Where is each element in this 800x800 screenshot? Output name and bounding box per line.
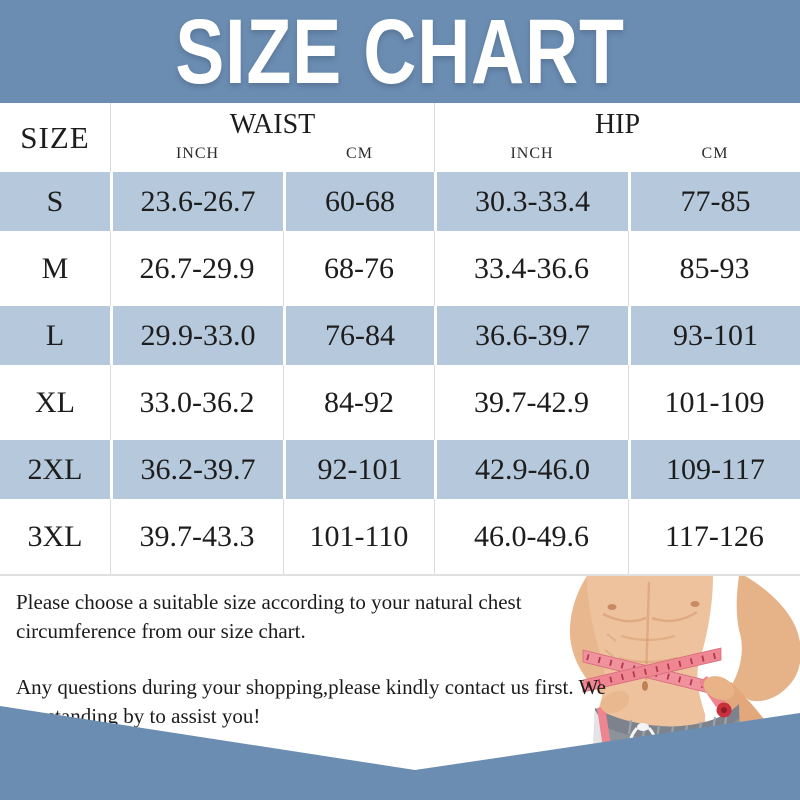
hip-inch-cell: 46.0-49.6 xyxy=(434,499,628,574)
notes: Please choose a suitable size according … xyxy=(16,588,636,731)
waist-inch-subheader: INCH xyxy=(175,145,220,162)
note-size-advice: Please choose a suitable size according … xyxy=(16,590,522,643)
table-row-m: M 26.7-29.9 68-76 33.4-36.6 85-93 xyxy=(0,231,800,306)
hip-inch-cell: 42.9-46.0 xyxy=(434,440,628,499)
waist-inch-cell: 36.2-39.7 xyxy=(110,440,283,499)
table-row-l: L 29.9-33.0 76-84 36.6-39.7 93-101 xyxy=(0,306,800,365)
size-cell: S xyxy=(0,172,110,231)
footer-section: Please choose a suitable size according … xyxy=(0,576,800,800)
table-row-s: S 23.6-26.7 60-68 30.3-33.4 77-85 xyxy=(0,172,800,231)
hip-cm-cell: 93-101 xyxy=(628,306,800,365)
waist-inch-cell: 26.7-29.9 xyxy=(110,231,283,306)
hip-cm-cell: 109-117 xyxy=(628,440,800,499)
size-cell: XL xyxy=(35,385,75,419)
col-group-hip: HIP INCH CM xyxy=(434,103,800,172)
hip-inch-cell: 39.7-42.9 xyxy=(434,365,628,440)
table-row-2xl: 2XL 36.2-39.7 92-101 42.9-46.0 109-117 xyxy=(0,440,800,499)
hip-inch-cell: 36.6-39.7 xyxy=(434,306,628,365)
waist-inch-cell: 33.0-36.2 xyxy=(110,365,283,440)
size-table: SIZE WAIST INCH CM HIP INCH CM S 23.6-26… xyxy=(0,103,800,576)
waist-cm-cell: 101-110 xyxy=(283,499,434,574)
table-row-xl: XL 33.0-36.2 84-92 39.7-42.9 101-109 xyxy=(0,365,800,440)
size-cell: M xyxy=(41,251,69,285)
waist-inch-cell: 39.7-43.3 xyxy=(110,499,283,574)
waist-group-label: WAIST xyxy=(229,109,316,140)
waist-inch-cell: 29.9-33.0 xyxy=(110,306,283,365)
hip-inch-cell: 33.4-36.6 xyxy=(434,231,628,306)
hip-cm-subheader: CM xyxy=(701,145,729,162)
waist-cm-cell: 84-92 xyxy=(283,365,434,440)
hip-cm-cell: 85-93 xyxy=(628,231,800,306)
size-cell: 3XL xyxy=(27,519,83,553)
hip-group-label: HIP xyxy=(594,109,641,140)
size-cell: 2XL xyxy=(0,440,110,499)
hip-cm-cell: 101-109 xyxy=(628,365,800,440)
hip-cm-cell: 117-126 xyxy=(628,499,800,574)
title-banner: SIZE CHART xyxy=(0,0,800,103)
hip-inch-subheader: INCH xyxy=(510,145,554,162)
waist-inch-cell: 23.6-26.7 xyxy=(110,172,283,231)
col-group-waist: WAIST INCH CM xyxy=(110,103,434,172)
table-row-3xl: 3XL 39.7-43.3 101-110 46.0-49.6 117-126 xyxy=(0,499,800,574)
note-contact-advice: Any questions during your shopping,pleas… xyxy=(16,675,606,728)
table-header-row: SIZE WAIST INCH CM HIP INCH CM xyxy=(0,103,800,172)
hip-inch-cell: 30.3-33.4 xyxy=(434,172,628,231)
waist-cm-cell: 68-76 xyxy=(283,231,434,306)
waist-cm-subheader: CM xyxy=(346,145,373,162)
waist-cm-cell: 60-68 xyxy=(283,172,434,231)
col-header-size: SIZE xyxy=(20,119,90,155)
size-cell: L xyxy=(0,306,110,365)
waist-cm-cell: 92-101 xyxy=(283,440,434,499)
page-title: SIZE CHART xyxy=(175,0,625,103)
hip-cm-cell: 77-85 xyxy=(628,172,800,231)
waist-cm-cell: 76-84 xyxy=(283,306,434,365)
